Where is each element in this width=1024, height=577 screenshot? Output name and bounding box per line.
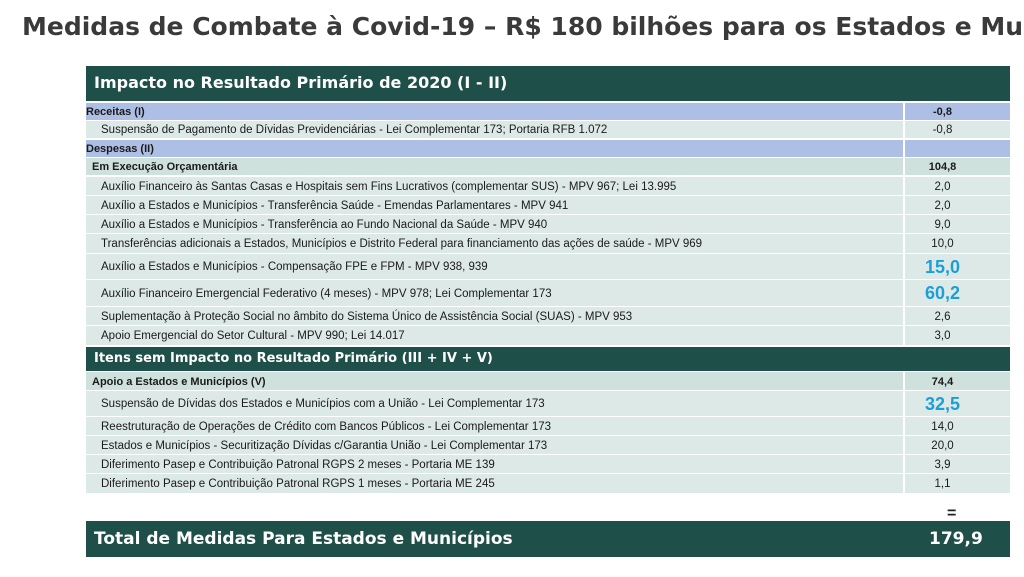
total-label: Total de Medidas Para Estados e Municípi… (94, 529, 513, 549)
table-row: Auxílio a Estados e Municípios - Compens… (86, 254, 1010, 280)
row-value: 2,0 (903, 177, 1010, 196)
page-title: Medidas de Combate à Covid-19 – R$ 180 b… (22, 12, 1024, 41)
row-label: Auxílio Financeiro Emergencial Federativ… (86, 280, 903, 307)
section-header-impacto: Impacto no Resultado Primário de 2020 (I… (86, 66, 1010, 101)
row-value: 2,6 (903, 307, 1010, 326)
section-header-label: Itens sem Impacto no Resultado Primário … (94, 351, 493, 366)
table-row-apoio: Apoio a Estados e Municípios (V) 74,4 (86, 372, 1010, 391)
row-value: 9,0 (903, 215, 1010, 234)
table-row-despesas: Despesas (II) (86, 140, 1010, 158)
table-row: Auxílio a Estados e Municípios - Transfe… (86, 215, 1010, 234)
row-value: 3,9 (903, 455, 1010, 474)
table-row-receitas: Receitas (I) -0,8 (86, 103, 1010, 121)
row-value: 104,8 (903, 158, 1010, 176)
table-row: Suspensão de Dívidas dos Estados e Munic… (86, 391, 1010, 417)
row-label: Apoio Emergencial do Setor Cultural - MP… (86, 326, 903, 346)
row-label: Suspensão de Pagamento de Dívidas Previd… (86, 121, 903, 139)
row-label: Em Execução Orçamentária (86, 158, 903, 176)
row-value: 74,4 (903, 372, 1010, 391)
table-row-execucao: Em Execução Orçamentária 104,8 (86, 158, 1010, 176)
row-value: 20,0 (903, 436, 1010, 455)
row-value-highlight: 60,2 (903, 280, 1010, 307)
table-row: Reestruturação de Operações de Crédito c… (86, 417, 1010, 436)
row-label: Estados e Municípios - Securitização Dív… (86, 436, 903, 455)
row-label: Reestruturação de Operações de Crédito c… (86, 417, 903, 436)
table-row: Auxílio Financeiro Emergencial Federativ… (86, 280, 1010, 307)
row-label: Apoio a Estados e Municípios (V) (86, 372, 903, 391)
row-value: 10,0 (903, 234, 1010, 254)
total-bar: Total de Medidas Para Estados e Municípi… (86, 521, 1010, 557)
section-header-sem-impacto: Itens sem Impacto no Resultado Primário … (86, 347, 1010, 371)
table-row: Suplementação à Proteção Social no âmbit… (86, 307, 1010, 326)
row-value: 3,0 (903, 326, 1010, 346)
row-value: -0,8 (903, 121, 1010, 139)
row-label: Transferências adicionais a Estados, Mun… (86, 234, 903, 254)
row-value-highlight: 32,5 (903, 391, 1010, 417)
table-row: Apoio Emergencial do Setor Cultural - MP… (86, 326, 1010, 346)
row-value: 14,0 (903, 417, 1010, 436)
row-label: Auxílio a Estados e Municípios - Transfe… (86, 196, 903, 215)
table-row: Auxílio Financeiro às Santas Casas e Hos… (86, 177, 1010, 196)
table-row: Estados e Municípios - Securitização Dív… (86, 436, 1010, 455)
total-value: 179,9 (929, 529, 983, 549)
table-row: Auxílio a Estados e Municípios - Transfe… (86, 196, 1010, 215)
row-label: Diferimento Pasep e Contribuição Patrona… (86, 474, 903, 494)
row-label: Receitas (I) (86, 103, 903, 121)
table-row: Transferências adicionais a Estados, Mun… (86, 234, 1010, 254)
row-value: 2,0 (903, 196, 1010, 215)
table-row: Diferimento Pasep e Contribuição Patrona… (86, 455, 1010, 474)
table-row: Suspensão de Pagamento de Dívidas Previd… (86, 121, 1010, 139)
section-header-label: Impacto no Resultado Primário de 2020 (I… (94, 73, 508, 92)
equals-sign: = (947, 505, 957, 522)
row-value: 1,1 (903, 474, 1010, 494)
row-label: Diferimento Pasep e Contribuição Patrona… (86, 455, 903, 474)
row-label: Suplementação à Proteção Social no âmbit… (86, 307, 903, 326)
row-label: Auxílio a Estados e Municípios - Transfe… (86, 215, 903, 234)
table-row: Diferimento Pasep e Contribuição Patrona… (86, 474, 1010, 494)
row-value-highlight: 15,0 (903, 254, 1010, 280)
row-label: Auxílio Financeiro às Santas Casas e Hos… (86, 177, 903, 196)
row-value: -0,8 (903, 103, 1010, 121)
row-label: Despesas (II) (86, 140, 903, 158)
row-value (903, 140, 1010, 158)
row-label: Auxílio a Estados e Municípios - Compens… (86, 254, 903, 280)
row-label: Suspensão de Dívidas dos Estados e Munic… (86, 391, 903, 417)
